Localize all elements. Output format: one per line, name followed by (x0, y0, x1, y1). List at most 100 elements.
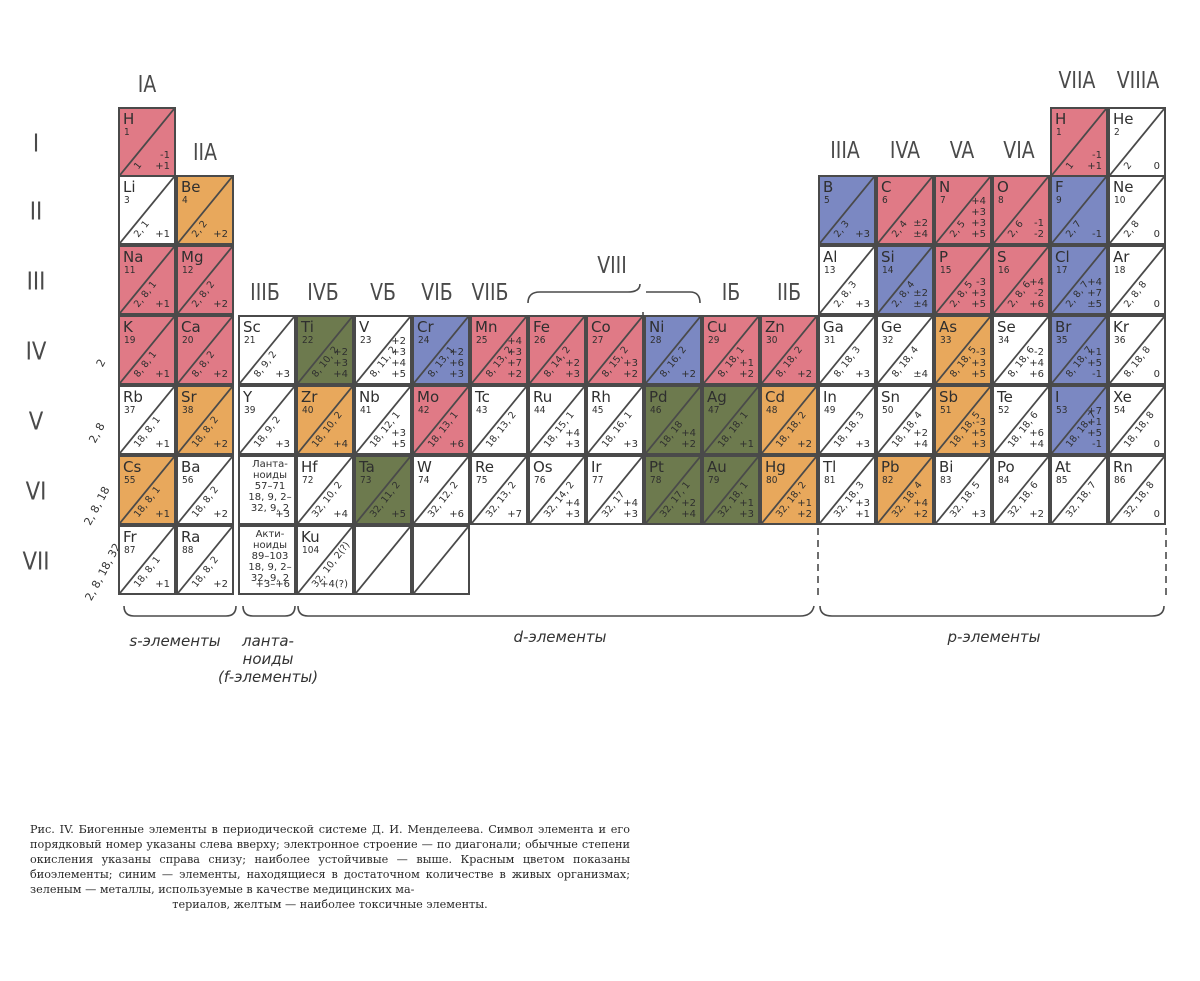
period-label-6: VI (25, 476, 47, 506)
cell-diagonal (820, 177, 874, 243)
element-symbol: Ca (181, 318, 201, 336)
atomic-number: 104 (302, 545, 320, 556)
element-cell: Sn 50 18, 18, 4 +2 +4 (876, 385, 934, 455)
cell-diagonal-line (414, 457, 468, 523)
caption-main: Рис. IV. Биогенные элементы в периодичес… (30, 823, 630, 896)
element-cell: As 33 8, 18, 5 -3 +3 +5 (934, 315, 992, 385)
element-cell: P 15 2, 8, 5 -3 +3 +5 (934, 245, 992, 315)
element-symbol: Sr (181, 388, 197, 406)
oxidation-states: +1 +3 (739, 498, 754, 520)
element-symbol: Bi (939, 458, 954, 476)
element-cell: Ra 88 18, 8, 2 +2 (176, 525, 234, 595)
atomic-number: 52 (998, 405, 1010, 416)
group-label-vib: VIБ (421, 280, 453, 306)
oxidation-states: +2 (213, 369, 228, 380)
oxidation-states: +4 +2 (913, 498, 928, 520)
element-symbol: In (823, 388, 837, 406)
cell-diagonal-line (820, 247, 874, 313)
cell-diagonal (704, 317, 758, 383)
period-label-4: IV (25, 336, 47, 366)
element-cell: Cl 17 2, 8, 7 +4 +7 ±5 (1050, 245, 1108, 315)
element-symbol: Hf (301, 458, 318, 476)
element-symbol: Tc (475, 388, 490, 406)
cell-diagonal (120, 177, 174, 243)
group-label-ia: IA (137, 72, 157, 98)
element-cell: B 5 2, 3 +3 (818, 175, 876, 245)
oxidation-states: +1 +5 -1 (1087, 347, 1102, 380)
cell-diagonal (356, 317, 410, 383)
group-label-viia: VIIA (1058, 68, 1096, 94)
element-cell: Ir 77 32, 17 +4 +3 (586, 455, 644, 525)
element-symbol: H (123, 110, 135, 128)
group-label-viib: VIIБ (471, 280, 509, 306)
cell-diagonal (120, 527, 174, 593)
oxidation-states: -1 -2 (1034, 218, 1044, 240)
atomic-number: 88 (182, 545, 194, 556)
cell-diagonal (120, 247, 174, 313)
element-cell: Ge 32 8, 18, 4 ±4 (876, 315, 934, 385)
atomic-number: 13 (824, 265, 836, 276)
element-symbol: Si (881, 248, 895, 266)
oxidation-states: +3 (855, 299, 870, 310)
atomic-number: 4 (182, 195, 188, 206)
oxidation-states: +2 (213, 509, 228, 520)
oxidation-states: +3 (971, 509, 986, 520)
cell-diagonal-line (646, 387, 700, 453)
element-symbol: V (359, 318, 370, 336)
element-cell: Bi 83 32, 18, 5 +3 (934, 455, 992, 525)
element-cell: Br 35 8, 18, 7 +1 +5 -1 (1050, 315, 1108, 385)
cell-diagonal (1052, 177, 1106, 243)
cell-diagonal-line (762, 317, 816, 383)
atomic-number: 56 (182, 475, 194, 486)
actinides-cell: Акти- ноиды 89–103 18, 9, 2– 32, 9, 2 +3–… (238, 525, 296, 595)
cell-diagonal-line (178, 317, 232, 383)
oxidation-states: +2 +6 +3 (449, 347, 464, 380)
cell-diagonal (530, 317, 584, 383)
inner-shell-label: 2, 8 (86, 420, 108, 446)
inner-shell-label: 2 (93, 356, 109, 370)
atomic-number: 6 (882, 195, 888, 206)
cell-diagonal-line (414, 317, 468, 383)
cell-diagonal-line (820, 457, 874, 523)
cell-diagonal-line (356, 457, 410, 523)
element-symbol: Po (997, 458, 1015, 476)
group-label-iib: IIБ (776, 280, 802, 306)
cell-diagonal-line (994, 457, 1048, 523)
element-symbol: I (1055, 388, 1060, 406)
atomic-number: 33 (940, 335, 952, 346)
cell-diagonal (1110, 109, 1164, 175)
element-cell: V 23 8, 11, 2 +2 +3 +4 +5 (354, 315, 412, 385)
element-cell: Al 13 2, 8, 3 +3 (818, 245, 876, 315)
cell-diagonal-line (1110, 317, 1164, 383)
element-symbol: Kr (1113, 318, 1130, 336)
cell-diagonal (178, 387, 232, 453)
group-label-iva: IVA (889, 138, 921, 164)
element-symbol: S (997, 248, 1007, 266)
element-cell: Cr 24 8, 13, 1 +2 +6 +3 (412, 315, 470, 385)
element-cell: Ru 44 18, 15, 1 +4 +3 (528, 385, 586, 455)
cell-diagonal-line (704, 387, 758, 453)
cell-diagonal-line (994, 317, 1048, 383)
atomic-number: 8 (998, 195, 1004, 206)
cell-diagonal-line (120, 457, 174, 523)
cell-diagonal-line (820, 317, 874, 383)
element-cell: Hg 80 32, 18, 2 +1 +2 (760, 455, 818, 525)
atomic-number: 74 (418, 475, 430, 486)
cell-diagonal-line (120, 247, 174, 313)
atomic-number: 17 (1056, 265, 1068, 276)
cell-diagonal-line (1110, 387, 1164, 453)
element-cell: F 9 2, 7 -1 (1050, 175, 1108, 245)
cell-diagonal-line (588, 317, 642, 383)
atomic-number: 41 (360, 405, 372, 416)
cell-diagonal-line (588, 457, 642, 523)
f-block-brace (242, 605, 296, 617)
group-label-viiia: VIIIA (1116, 68, 1160, 94)
cell-diagonal (820, 387, 874, 453)
cell-diagonal-line (530, 317, 584, 383)
element-cell: Ag 47 18, 18, 1 +1 (702, 385, 760, 455)
element-symbol: Re (475, 458, 494, 476)
oxidation-states: +2 +3 +4 +5 (391, 336, 406, 380)
cell-diagonal (936, 177, 990, 243)
element-symbol: F (1055, 178, 1064, 196)
oxidation-states: +3 (855, 369, 870, 380)
